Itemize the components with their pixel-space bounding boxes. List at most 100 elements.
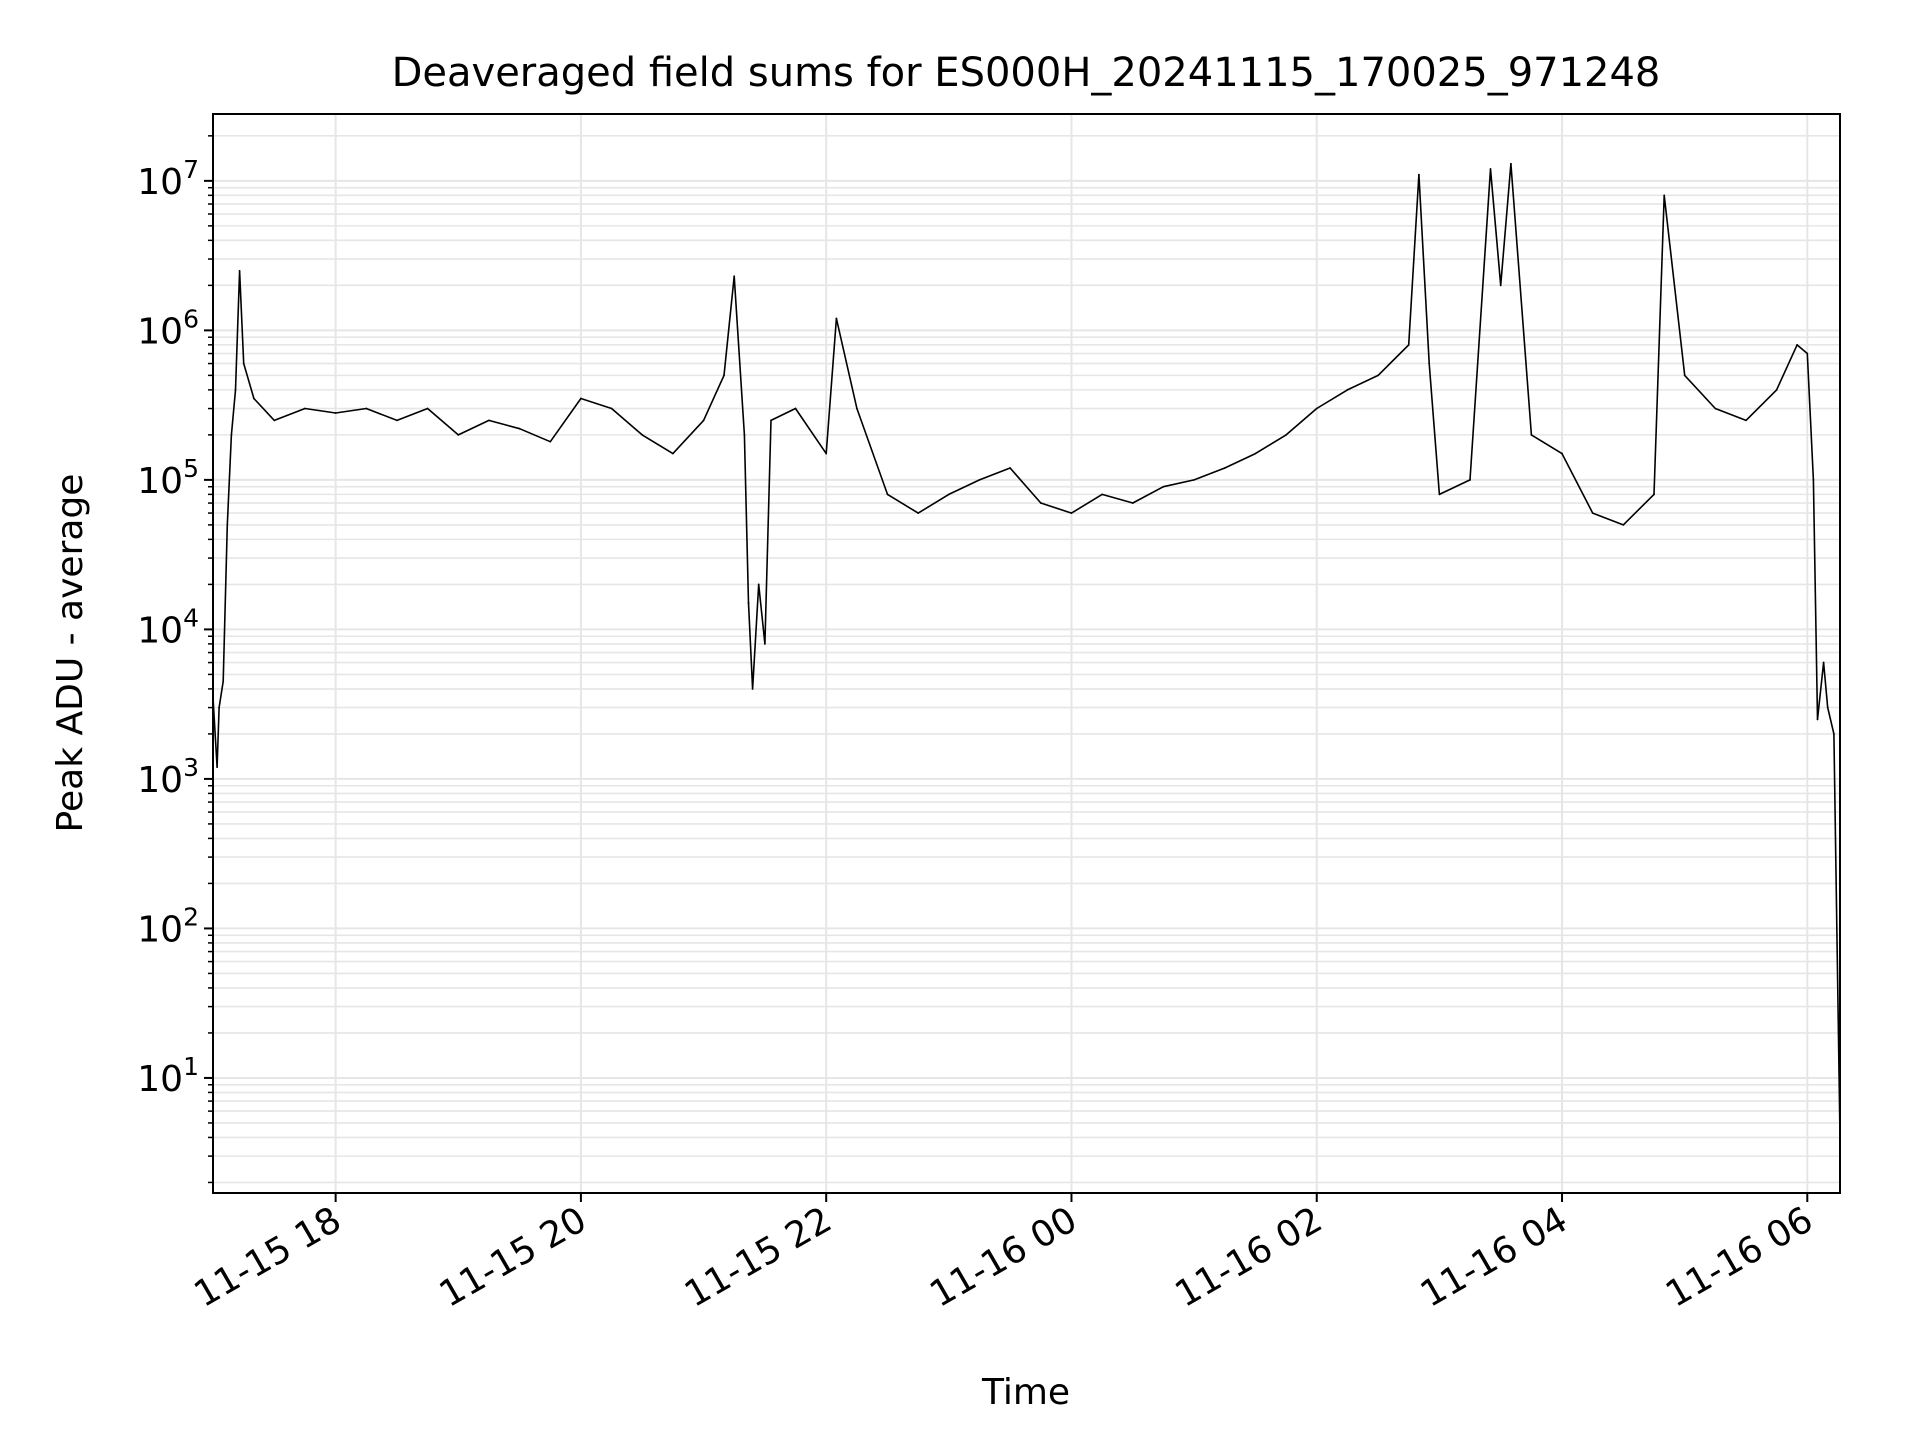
data-point: [218, 706, 221, 709]
y-tick-base: 10: [137, 610, 183, 651]
data-point: [1009, 467, 1012, 469]
data-point: [549, 440, 552, 443]
x-axis-label: Time: [981, 1372, 1070, 1413]
y-tick-exponent: 2: [183, 902, 199, 931]
data-point: [1796, 343, 1798, 346]
data-point: [457, 433, 460, 436]
data-point: [1223, 467, 1226, 469]
data-point: [1418, 173, 1420, 176]
data-point: [1315, 407, 1318, 410]
y-tick-label: 104: [137, 603, 199, 651]
y-tick-label: 102: [137, 902, 199, 950]
data-point: [1622, 523, 1625, 526]
grid-layer: [213, 114, 1840, 1193]
data-point: [1377, 374, 1379, 377]
data-point: [825, 452, 828, 455]
data-point: [1806, 352, 1809, 355]
data-point: [426, 407, 429, 410]
tick-layer: [204, 135, 1809, 1202]
data-point: [234, 388, 237, 391]
data-point: [304, 407, 306, 410]
data-point: [947, 493, 950, 496]
data-point: [763, 642, 766, 645]
data-point: [1438, 493, 1441, 496]
y-tick-label: 105: [137, 454, 199, 502]
y-tick-exponent: 6: [183, 304, 199, 333]
data-point: [488, 419, 490, 422]
data-point: [1561, 452, 1563, 455]
data-point: [1663, 194, 1666, 197]
y-tick-label: 103: [137, 753, 199, 801]
data-point: [222, 680, 225, 683]
data-point: [743, 433, 746, 436]
data-point: [1489, 168, 1492, 170]
data-point: [273, 419, 276, 422]
data-point: [751, 687, 754, 690]
data-point: [580, 397, 582, 400]
data-point: [252, 397, 255, 400]
data-point: [1812, 478, 1815, 481]
data-point: [1510, 162, 1512, 165]
y-tick-base: 10: [137, 162, 183, 203]
data-point: [1162, 485, 1165, 488]
data-point: [917, 512, 920, 514]
data-point: [835, 317, 838, 320]
data-point: [1039, 502, 1042, 504]
y-tick-exponent: 1: [183, 1052, 199, 1081]
data-point: [1775, 388, 1778, 391]
data-point: [702, 419, 705, 422]
y-tick-label: 106: [137, 304, 199, 352]
data-series-line: [212, 163, 1841, 1138]
data-point: [334, 412, 337, 414]
data-point: [1530, 433, 1533, 436]
data-point: [1346, 388, 1349, 391]
data-point: [396, 419, 398, 422]
y-axis-label: Peak ADU - average: [50, 474, 91, 833]
plot-frame: [212, 113, 1841, 1194]
data-point: [886, 493, 889, 496]
y-tick-base: 10: [137, 760, 183, 801]
data-point: [757, 583, 760, 586]
y-tick-base: 10: [137, 311, 183, 352]
data-point: [733, 275, 736, 278]
data-point: [1070, 512, 1073, 514]
data-point: [238, 269, 241, 272]
data-point: [1822, 661, 1825, 664]
data-point: [1832, 733, 1835, 735]
data-point: [1826, 706, 1829, 709]
data-point: [794, 407, 797, 410]
data-point: [770, 419, 772, 422]
data-point: [1714, 407, 1717, 410]
y-tick-exponent: 7: [183, 155, 199, 184]
y-tick-exponent: 3: [183, 753, 199, 782]
data-point: [365, 407, 368, 410]
data-point: [747, 602, 750, 604]
y-tick-base: 10: [137, 1059, 183, 1100]
data-point: [1591, 512, 1594, 514]
data-point: [1469, 478, 1471, 481]
data-point: [226, 523, 229, 526]
data-point: [855, 407, 858, 410]
data-point: [1653, 493, 1655, 496]
chart-title: Deaveraged field sums for ES000H_2024111…: [392, 50, 1661, 96]
data-point: [610, 407, 613, 410]
y-tick-exponent: 4: [183, 603, 199, 632]
data-point: [1428, 362, 1431, 365]
data-point: [1285, 433, 1287, 436]
data-point: [1499, 284, 1502, 287]
data-point: [1407, 343, 1410, 346]
data-point: [1745, 419, 1747, 422]
data-point: [1683, 374, 1686, 377]
y-tick-base: 10: [137, 909, 183, 950]
data-point: [216, 766, 218, 768]
data-point: [723, 374, 725, 377]
data-point: [518, 427, 521, 430]
y-tick-exponent: 5: [183, 454, 199, 483]
data-point: [1816, 718, 1819, 721]
data-point: [671, 452, 674, 455]
y-tick-base: 10: [137, 461, 183, 502]
data-point: [641, 433, 644, 436]
y-tick-label: 107: [137, 155, 199, 203]
y-tick-label: 101: [137, 1052, 199, 1100]
